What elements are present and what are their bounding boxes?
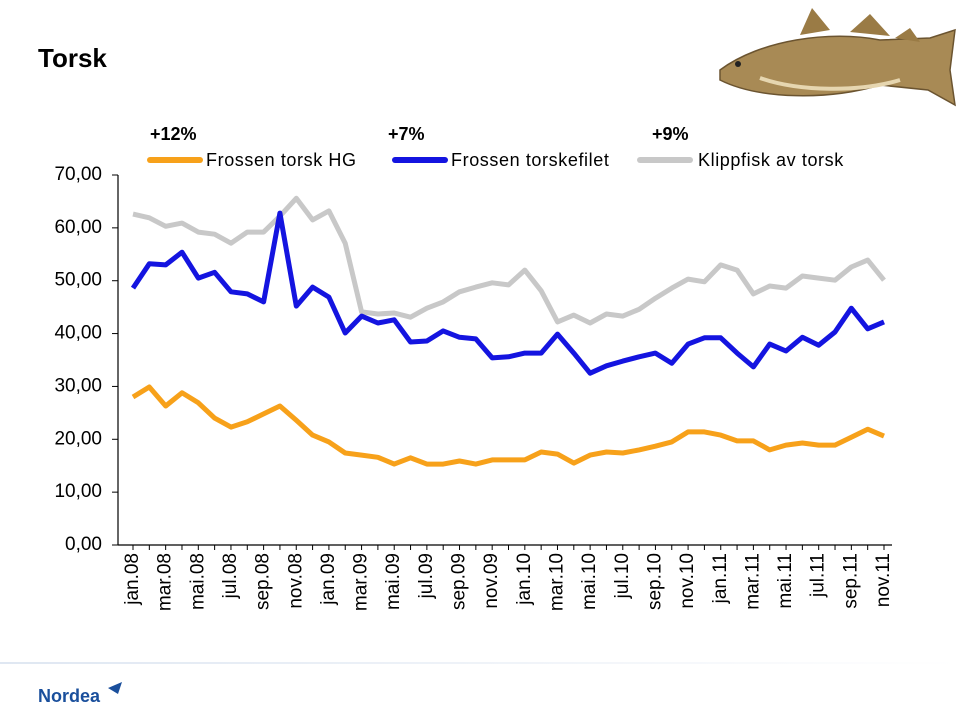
series-line xyxy=(132,195,886,326)
y-tick-label: 70,00 xyxy=(54,164,102,185)
x-tick-label: sep.10 xyxy=(644,553,665,610)
x-tick-label: jul.10 xyxy=(612,553,633,599)
y-tick-label: 60,00 xyxy=(54,217,102,238)
x-tick-label: jul.11 xyxy=(808,553,829,598)
change-label: +12% xyxy=(150,124,197,144)
x-tick-label: mai.11 xyxy=(775,553,796,609)
footer-rule xyxy=(0,662,960,664)
x-tick-label: mar.10 xyxy=(546,553,567,611)
legend-label: Frossen torsk HG xyxy=(206,150,357,170)
x-tick-label: sep.08 xyxy=(253,553,274,610)
y-tick-label: 40,00 xyxy=(54,323,102,344)
legend-label: Klippfisk av torsk xyxy=(698,150,844,170)
series-line xyxy=(131,384,885,467)
x-tick-label: mai.09 xyxy=(383,553,404,610)
x-tick-label: nov.10 xyxy=(677,553,698,609)
x-tick-label: mai.08 xyxy=(187,553,208,610)
x-tick-label: jan.10 xyxy=(514,553,535,606)
fish-illustration xyxy=(719,8,956,107)
x-tick-label: nov.09 xyxy=(481,553,502,609)
x-tick-label: jul.09 xyxy=(416,553,437,599)
x-tick-label: nov.11 xyxy=(873,553,894,607)
y-tick-label: 0,00 xyxy=(65,534,102,555)
x-tick-label: jan.11 xyxy=(710,553,731,604)
x-tick-label: sep.11 xyxy=(840,553,861,609)
change-label: +7% xyxy=(388,124,425,144)
legend-label: Frossen torskefilet xyxy=(451,150,609,170)
logo-text: Nordea xyxy=(38,686,101,706)
y-tick-label: 50,00 xyxy=(54,270,102,291)
y-tick-label: 30,00 xyxy=(54,375,102,396)
x-tick-label: mar.09 xyxy=(351,553,372,611)
series-line xyxy=(130,210,885,376)
x-tick-label: nov.08 xyxy=(285,553,306,609)
x-tick-label: mar.08 xyxy=(155,553,176,611)
logo: Nordea xyxy=(38,682,122,706)
x-tick-label: mai.10 xyxy=(579,553,600,610)
x-tick-label: mar.11 xyxy=(742,553,763,610)
change-label: +9% xyxy=(652,124,689,144)
slide-title: Torsk xyxy=(38,43,107,73)
x-tick-label: jul.08 xyxy=(220,553,241,599)
y-tick-label: 20,00 xyxy=(54,428,102,449)
y-tick-label: 10,00 xyxy=(54,481,102,502)
x-tick-label: jan.08 xyxy=(122,553,143,606)
x-tick-label: jan.09 xyxy=(318,553,339,606)
x-tick-label: sep.09 xyxy=(449,553,470,610)
x-labels: jan.08 mar.08 mai.08 jul.08 sep.08 nov.08 jan.… xyxy=(122,553,894,611)
